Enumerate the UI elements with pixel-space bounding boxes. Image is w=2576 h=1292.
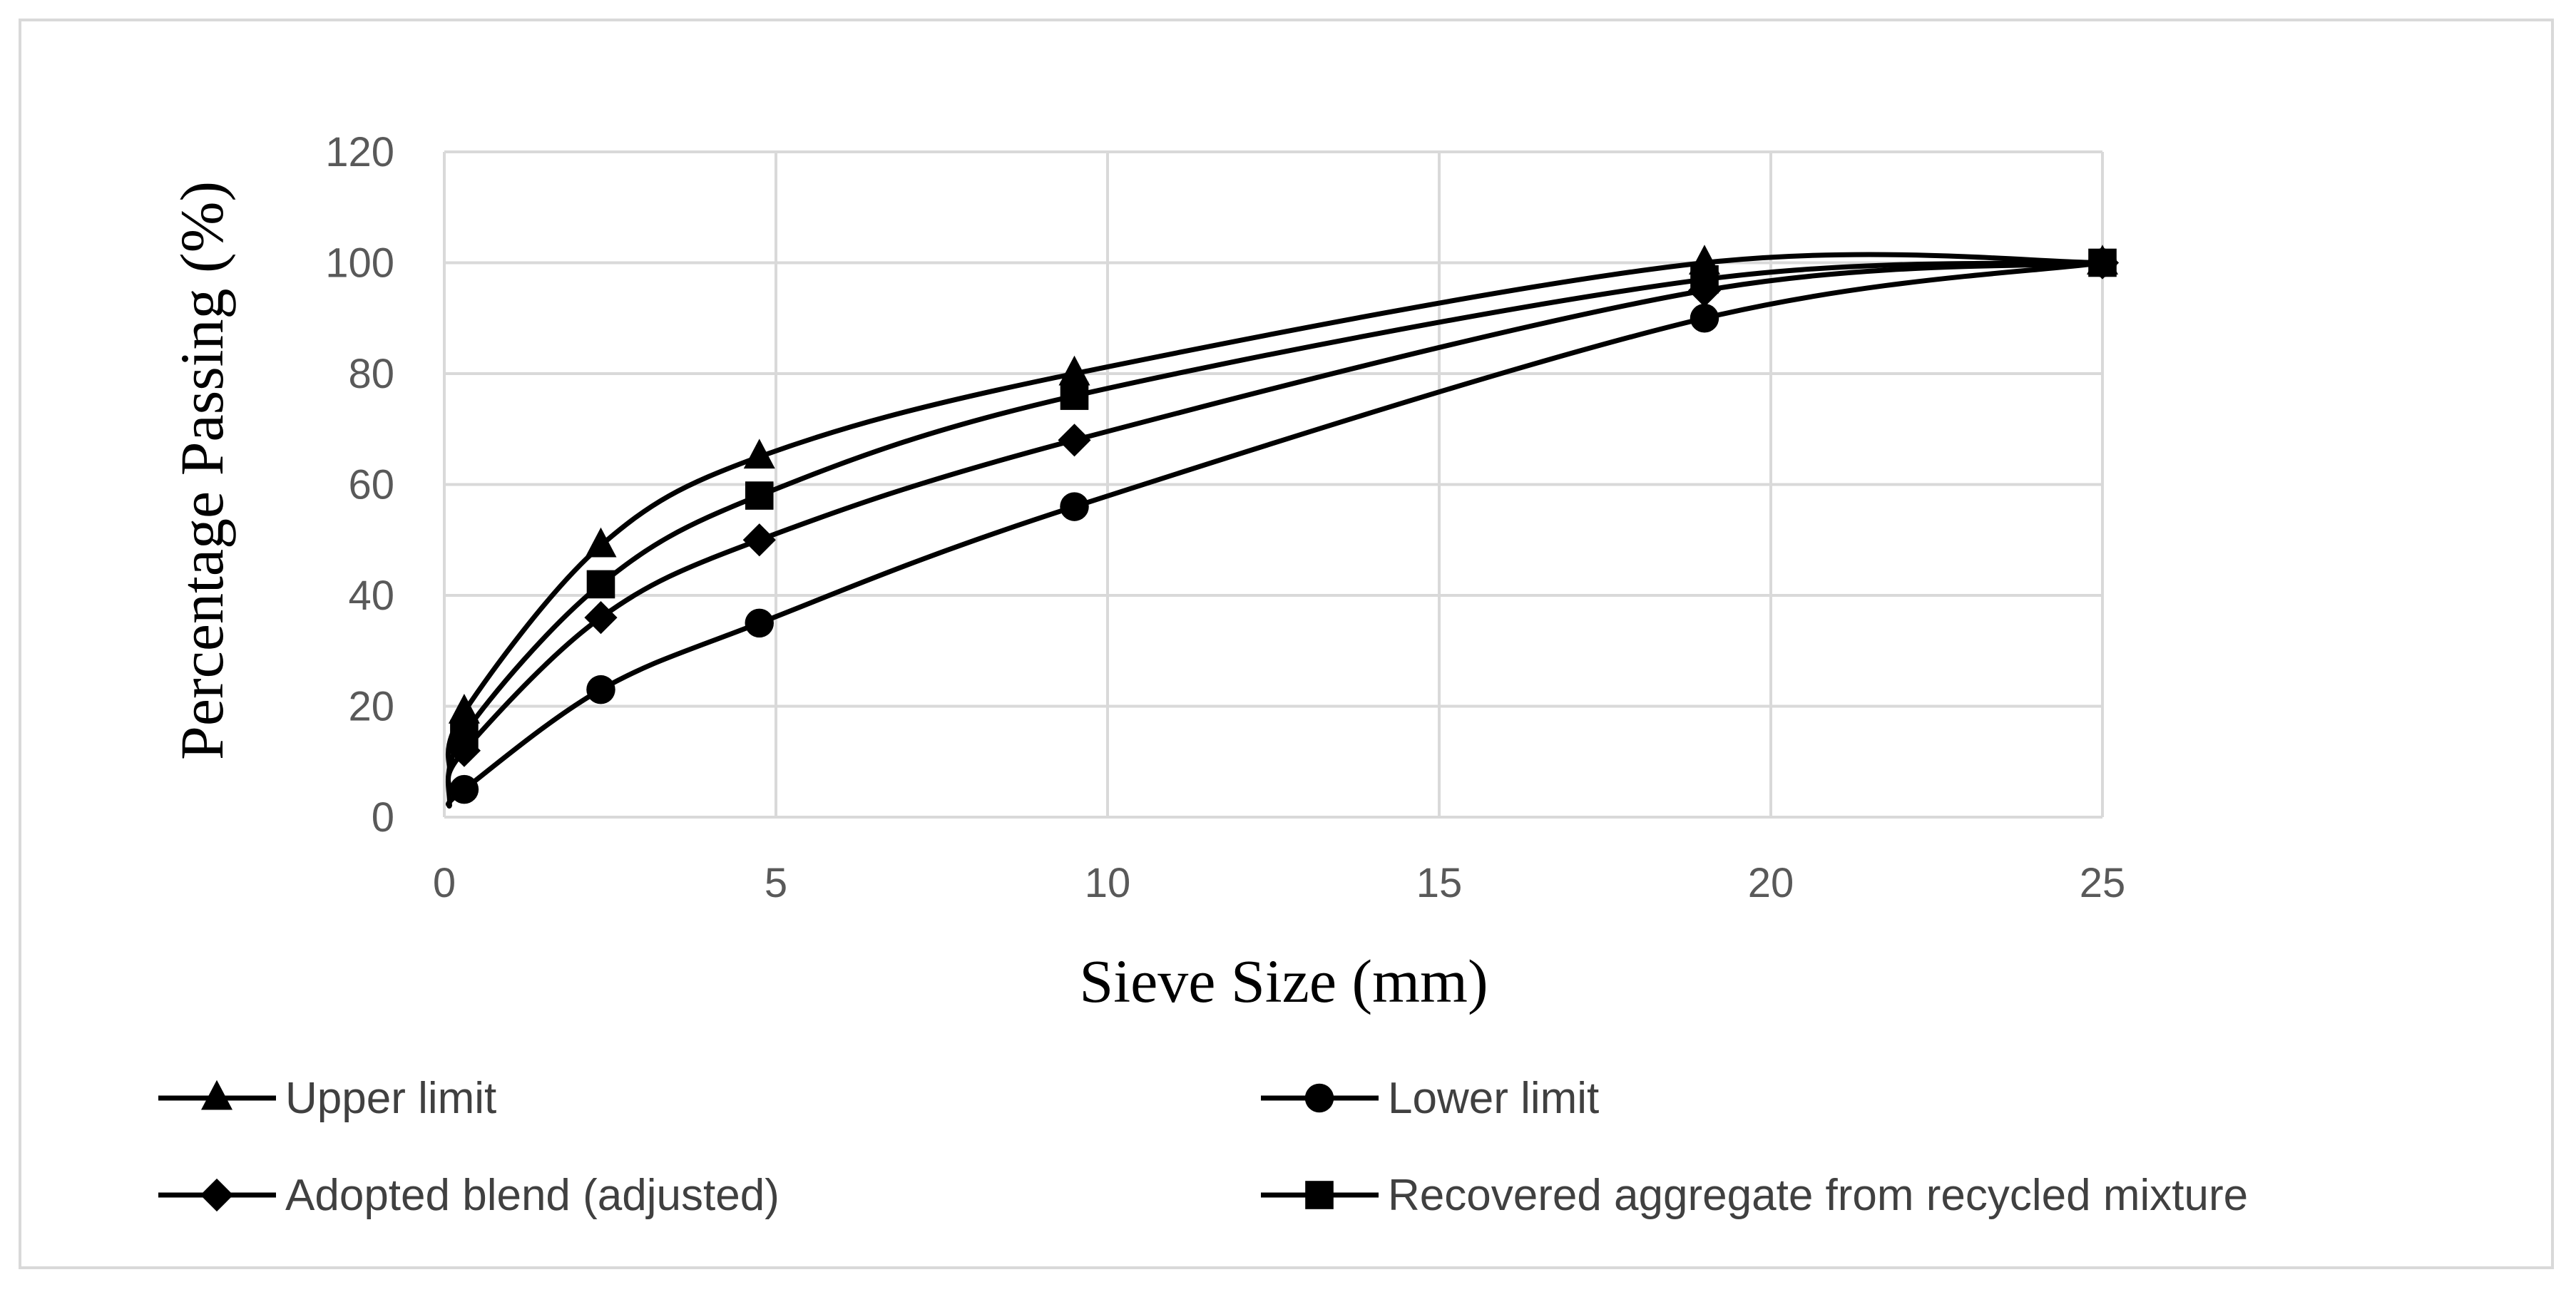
data-point-diamond (1058, 424, 1091, 457)
legend-label: Upper limit (285, 1074, 496, 1123)
x-tick-label: 15 (1416, 860, 1463, 906)
y-tick-label: 80 (348, 351, 394, 397)
series-layer (445, 245, 2120, 809)
legend-label: Recovered aggregate from recycled mixtur… (1388, 1171, 2248, 1220)
y-tick-label: 100 (325, 240, 394, 287)
chart-frame (19, 19, 2554, 1269)
series-line-triangle (445, 252, 2105, 776)
x-tick-label: 20 (1748, 860, 1794, 906)
legend: Upper limit Lower limit Adopted blend (adj… (158, 1074, 2248, 1220)
series-line-square (445, 260, 2105, 809)
x-axis-title: Sieve Size (mm) (1079, 947, 1488, 1015)
data-point-triangle (1058, 355, 1090, 386)
y-axis-title: Percentage Passing (%) (168, 181, 236, 760)
legend-marker-circle (1304, 1083, 1334, 1113)
x-tick-label: 0 (433, 860, 456, 906)
y-tick-label: 0 (372, 794, 394, 841)
series-line-diamond (445, 260, 2105, 792)
y-tick-label: 120 (325, 129, 394, 175)
legend-marker-square (1305, 1181, 1334, 1209)
data-point-square (1690, 265, 1719, 294)
grid-layer (443, 150, 2104, 819)
data-point-circle (1060, 492, 1089, 521)
data-point-square (2088, 248, 2117, 277)
legend-marker-triangle (201, 1080, 232, 1110)
data-point-triangle (743, 439, 775, 469)
y-tick-labels: 0 20 40 60 80 100 120 (325, 129, 394, 841)
x-tick-labels: 0 5 10 15 20 25 (433, 860, 2125, 906)
y-tick-label: 40 (348, 573, 394, 619)
legend-marker-diamond (200, 1178, 234, 1212)
y-tick-label: 20 (348, 684, 394, 730)
series-line-circle (445, 260, 2105, 809)
data-point-circle (745, 608, 774, 638)
legend-label: Lower limit (1388, 1074, 1599, 1123)
data-point-triangle (448, 693, 480, 724)
x-tick-label: 10 (1085, 860, 1131, 906)
data-point-square (450, 719, 479, 749)
legend-label: Adopted blend (adjusted) (285, 1171, 780, 1220)
x-tick-label: 5 (765, 860, 787, 906)
data-point-diamond (742, 523, 776, 557)
x-tick-label: 25 (2080, 860, 2126, 906)
data-point-triangle (585, 527, 617, 558)
y-tick-label: 60 (348, 462, 394, 508)
data-point-diamond (584, 601, 618, 635)
data-point-square (586, 570, 615, 599)
data-point-circle (449, 774, 479, 804)
data-point-square (745, 481, 774, 510)
data-point-square (1060, 381, 1089, 410)
data-point-circle (586, 675, 615, 704)
data-point-circle (1690, 304, 1719, 333)
